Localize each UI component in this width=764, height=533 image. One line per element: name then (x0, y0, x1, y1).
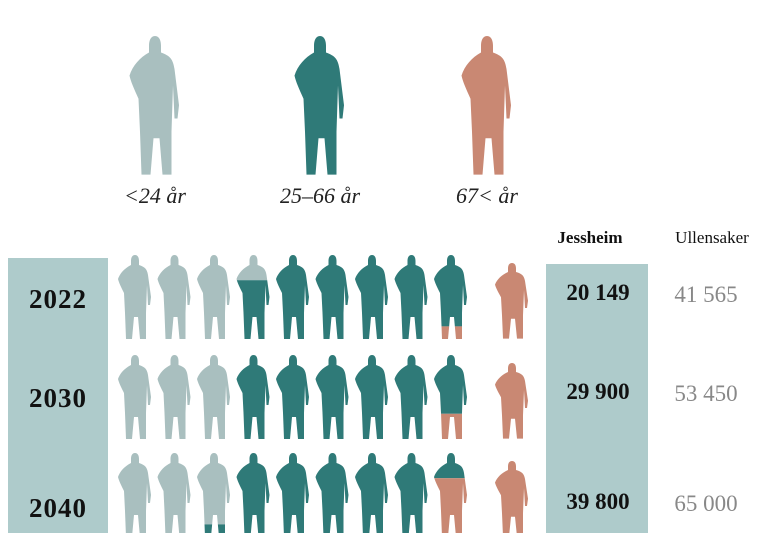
legend-icon (462, 36, 512, 175)
elder-icon (495, 363, 528, 439)
person-figure (117, 255, 153, 339)
figure-segment (315, 453, 351, 533)
figure-segment (433, 414, 469, 439)
person-shape (462, 36, 512, 175)
figure-segment (236, 355, 272, 439)
person-shape (495, 461, 528, 533)
person-figure (157, 255, 193, 339)
figure-segment (354, 355, 390, 439)
figure-segment (117, 255, 153, 339)
figure-segment (196, 524, 232, 533)
elder-icon (495, 263, 528, 339)
person-figure (394, 255, 430, 339)
elder-icon (495, 461, 528, 533)
person-figure (196, 355, 232, 439)
figure-segment (157, 453, 193, 533)
legend-icon (295, 36, 345, 175)
person-figure (315, 453, 351, 533)
person-figure (433, 255, 469, 339)
person-figure (315, 255, 351, 339)
person-figure (157, 355, 193, 439)
legend-label: 25–66 år (280, 183, 361, 208)
figure-segment (236, 280, 272, 339)
person-figure (354, 355, 390, 439)
person-shape (495, 363, 528, 439)
person-figure (236, 453, 272, 533)
figure-segment (196, 453, 232, 524)
figure-segment (157, 255, 193, 339)
person-figure (433, 355, 469, 439)
legend-label: 67< år (456, 183, 518, 208)
ullensaker-value: 65 000 (674, 491, 737, 516)
jessheim-value: 29 900 (566, 379, 629, 404)
year-label: 2040 (29, 493, 87, 523)
infographic: Jessheim Ullensaker <24 år 25–66 år 67< år… (0, 0, 764, 533)
figure-segment (394, 255, 430, 339)
column-header: Jessheim (557, 228, 622, 247)
figure-segment (315, 355, 351, 439)
jessheim-value: 20 149 (566, 280, 629, 305)
legend-label: <24 år (124, 183, 186, 208)
person-figure (196, 453, 232, 533)
figure-segment (433, 255, 469, 326)
column-header: Ullensaker (675, 228, 749, 247)
year-label: 2030 (29, 383, 87, 413)
figure-segment (354, 255, 390, 339)
person-figure (354, 255, 390, 339)
figure-segment (275, 453, 311, 533)
figure-segment (354, 453, 390, 533)
figure-segment (117, 355, 153, 439)
figure-segment (196, 255, 232, 339)
ullensaker-value: 53 450 (674, 381, 737, 406)
person-figure (236, 355, 272, 439)
jessheim-value: 39 800 (566, 489, 629, 514)
person-figure (354, 453, 390, 533)
person-figure (394, 355, 430, 439)
person-figure (236, 255, 272, 339)
person-figure (315, 355, 351, 439)
ullensaker-value: 41 565 (674, 282, 737, 307)
person-figure (275, 255, 311, 339)
figure-segment (433, 326, 469, 339)
figure-segment (275, 255, 311, 339)
figure-segment (433, 453, 469, 478)
figure-segment (433, 355, 469, 414)
figure-segment (236, 255, 272, 280)
person-figure (433, 453, 469, 533)
figure-segment (394, 453, 430, 533)
figure-segment (236, 453, 272, 533)
figure-segment (196, 355, 232, 439)
person-figure (275, 355, 311, 439)
figure-segment (315, 255, 351, 339)
person-shape (495, 263, 528, 339)
figure-segment (275, 355, 311, 439)
person-figure (117, 453, 153, 533)
person-shape (130, 36, 180, 175)
person-figure (196, 255, 232, 339)
person-figure (394, 453, 430, 533)
person-figure (275, 453, 311, 533)
person-figure (117, 355, 153, 439)
figure-segment (117, 453, 153, 533)
year-label: 2022 (29, 284, 87, 314)
figure-segment (157, 355, 193, 439)
figure-segment (394, 355, 430, 439)
legend-icon (130, 36, 180, 175)
figure-segment (433, 478, 469, 533)
person-shape (295, 36, 345, 175)
person-figure (157, 453, 193, 533)
